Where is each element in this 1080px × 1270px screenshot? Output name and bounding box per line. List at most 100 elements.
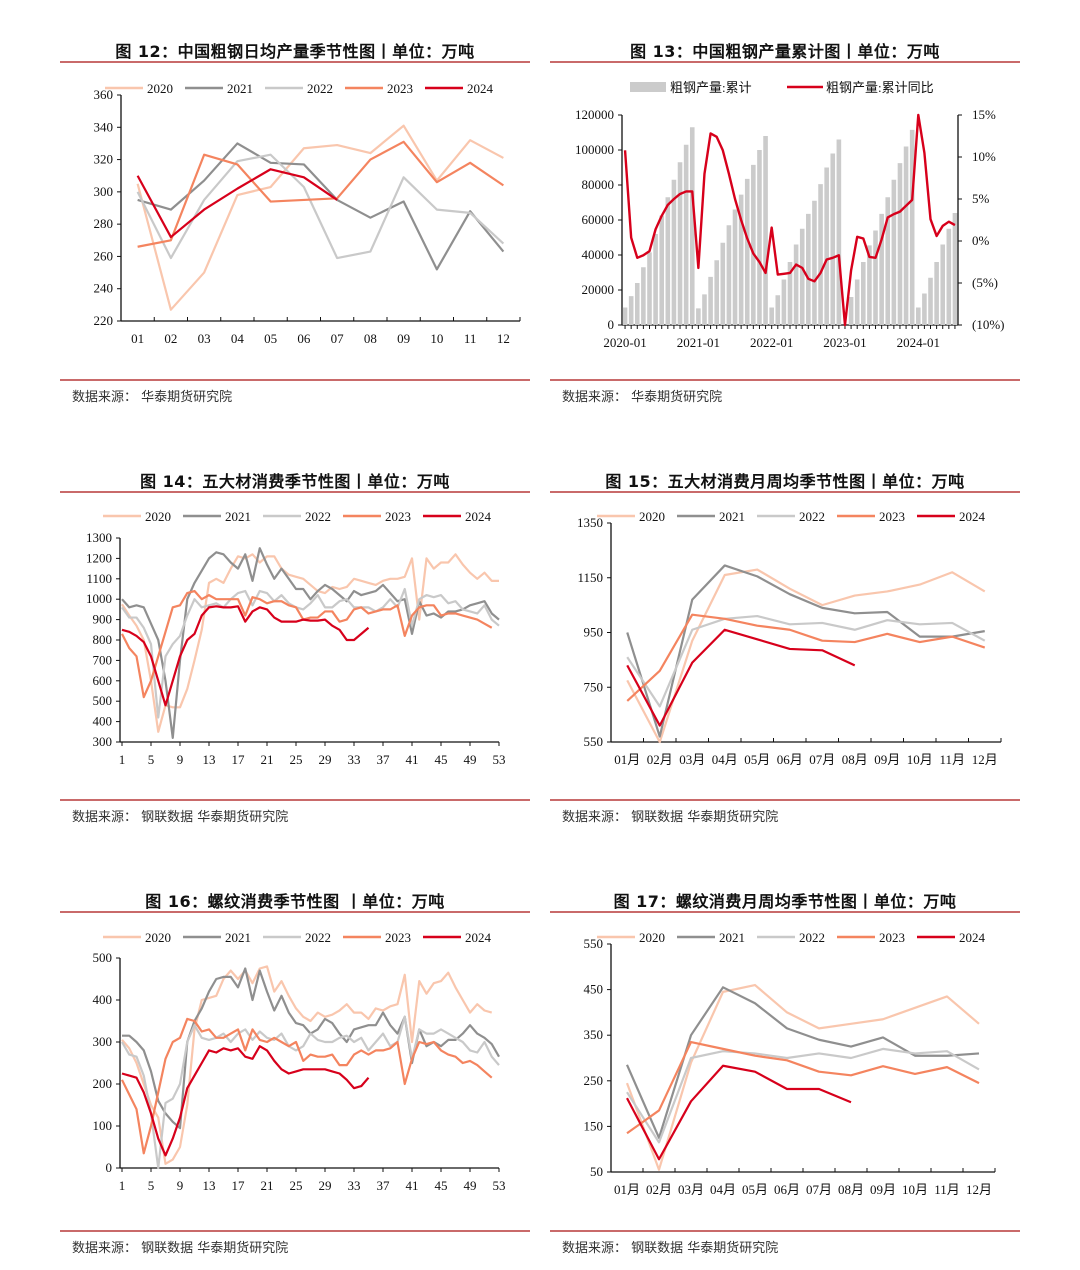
y-tick-label: 220 xyxy=(94,313,114,328)
title-rule xyxy=(60,61,530,63)
bar-cumulative-output xyxy=(787,262,793,325)
y-tick-label: 600 xyxy=(93,673,113,688)
x-tick-label: 9 xyxy=(177,752,184,767)
bar-cumulative-output xyxy=(818,184,823,325)
bar-cumulative-output xyxy=(696,308,701,325)
x-tick-label: 09 xyxy=(397,331,410,346)
y-tick-label: 300 xyxy=(93,1034,113,1049)
series-line-2023 xyxy=(137,140,504,248)
bar-cumulative-output xyxy=(806,213,811,325)
y-tick-label: 800 xyxy=(93,632,113,647)
series-line-2024 xyxy=(626,628,856,727)
source-note: 数据来源： 钢联数据 华泰期货研究院 xyxy=(562,810,779,825)
y-tick-label: 320 xyxy=(94,152,114,167)
source-rule xyxy=(550,1230,1020,1232)
x-tick-label: 5 xyxy=(148,752,155,767)
x-tick-label: 04月 xyxy=(712,752,738,767)
x-tick-label: 1 xyxy=(119,752,126,767)
x-tick-label: 41 xyxy=(406,1178,419,1193)
y-tick-label: 1300 xyxy=(86,530,112,545)
x-tick-label: 37 xyxy=(377,752,391,767)
x-tick-label: 01 xyxy=(131,331,144,346)
x-tick-label: 9 xyxy=(177,1178,184,1193)
bar-cumulative-output xyxy=(873,230,878,325)
x-tick-label: 10月 xyxy=(907,752,933,767)
series-line-2021 xyxy=(122,967,500,1130)
bar-cumulative-output xyxy=(641,267,646,325)
bar-cumulative-output xyxy=(622,307,628,325)
y-tick-label: 1200 xyxy=(86,550,112,565)
x-tick-label: 12 xyxy=(497,331,510,346)
series-line-2021 xyxy=(137,142,505,271)
x-tick-label: 53 xyxy=(493,752,506,767)
bar-cumulative-output xyxy=(763,136,768,325)
x-tick-label: 25 xyxy=(290,752,303,767)
y2-tick-label: (10%) xyxy=(972,317,1005,332)
source-rule xyxy=(60,379,530,381)
bar-cumulative-output xyxy=(952,213,958,325)
y-tick-label: 100000 xyxy=(575,142,614,157)
y-tick-label: 500 xyxy=(93,950,113,965)
y-tick-label: 20000 xyxy=(582,282,615,297)
x-tick-label: 1 xyxy=(119,1178,126,1193)
y-tick-label: 550 xyxy=(584,936,604,951)
x-tick-label: 02 xyxy=(164,331,177,346)
x-tick-label: 2021-01 xyxy=(677,335,720,350)
title-rule xyxy=(550,491,1020,493)
bar-cumulative-output xyxy=(799,228,805,325)
y-tick-label: 400 xyxy=(93,992,113,1007)
x-tick-label: 13 xyxy=(203,1178,216,1193)
x-tick-label: 12月 xyxy=(966,1182,992,1197)
chart-title: 图 13：中国粗钢产量累计图丨单位：万吨 xyxy=(630,42,940,61)
y-tick-label: 1350 xyxy=(577,515,603,530)
y-tick-label: 200 xyxy=(93,1076,113,1091)
bar-cumulative-output xyxy=(922,293,927,325)
series-line-2023 xyxy=(626,613,986,702)
bar-cumulative-output xyxy=(891,179,897,325)
bar-cumulative-output xyxy=(634,283,640,325)
x-tick-label: 02月 xyxy=(647,752,673,767)
x-tick-label: 25 xyxy=(290,1178,303,1193)
legend-label: 2024 xyxy=(959,509,986,524)
bar-cumulative-output xyxy=(671,179,677,325)
source-rule xyxy=(550,799,1020,801)
series-line-2024 xyxy=(626,1064,852,1161)
y-tick-label: 450 xyxy=(584,982,604,997)
y-tick-label: 340 xyxy=(94,119,114,134)
legend-label: 2020 xyxy=(145,509,171,524)
y-tick-label: 1000 xyxy=(86,591,112,606)
bar-cumulative-output xyxy=(769,307,774,325)
bar-cumulative-output xyxy=(659,215,665,325)
bar-cumulative-output xyxy=(781,279,787,325)
x-tick-label: 06月 xyxy=(777,752,803,767)
x-tick-label: 05 xyxy=(264,331,277,346)
y-tick-label: 50 xyxy=(590,1164,603,1179)
legend-swatch-bar xyxy=(630,82,666,92)
legend-label: 2020 xyxy=(145,930,171,945)
legend-label: 2020 xyxy=(639,509,665,524)
x-tick-label: 21 xyxy=(261,752,274,767)
series-line-2024 xyxy=(121,605,370,707)
y-tick-label: 750 xyxy=(584,679,604,694)
bar-cumulative-output xyxy=(738,194,744,325)
x-tick-label: 2020-01 xyxy=(603,335,646,350)
bar-cumulative-output xyxy=(744,178,750,325)
y-tick-label: 40000 xyxy=(582,247,615,262)
x-tick-label: 33 xyxy=(348,752,361,767)
chart-title: 图 15：五大材消费月周均季节性图丨单位：万吨 xyxy=(605,472,965,491)
x-tick-label: 33 xyxy=(348,1178,361,1193)
x-tick-label: 06月 xyxy=(774,1182,800,1197)
bar-cumulative-output xyxy=(628,296,634,325)
bar-cumulative-output xyxy=(867,245,872,325)
legend-label: 粗钢产量:累计同比 xyxy=(826,80,934,95)
bar-cumulative-output xyxy=(848,297,854,325)
bar-cumulative-output xyxy=(909,129,915,325)
source-note: 数据来源： 钢联数据 华泰期货研究院 xyxy=(562,1241,779,1256)
series-line-2022 xyxy=(136,153,505,260)
source-note: 数据来源： 华泰期货研究院 xyxy=(72,390,233,405)
series-line-2022 xyxy=(121,1015,500,1170)
chart-title: 图 12：中国粗钢日均产量季节性图丨单位：万吨 xyxy=(115,42,475,61)
bar-cumulative-output xyxy=(836,139,842,325)
legend-label: 2024 xyxy=(467,81,494,96)
legend-label: 2022 xyxy=(307,81,333,96)
